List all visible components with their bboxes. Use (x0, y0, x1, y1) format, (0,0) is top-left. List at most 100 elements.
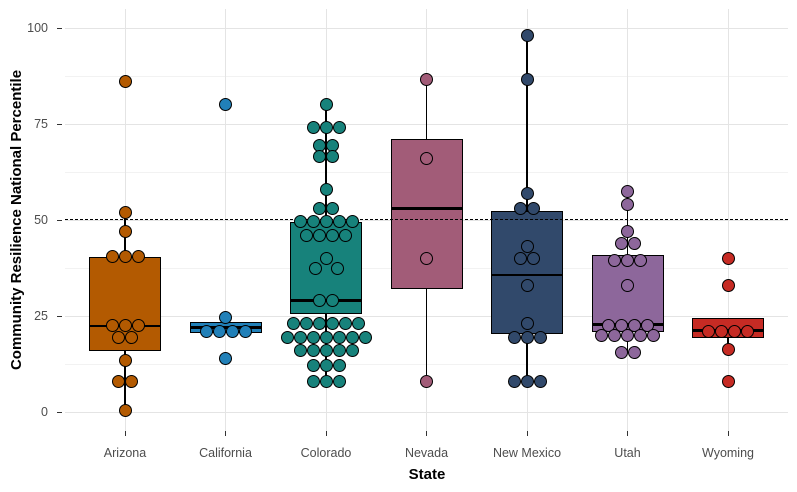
data-point-utah (647, 329, 660, 343)
x-tick-mark-nevada (426, 431, 427, 436)
data-point-colorado (319, 215, 333, 229)
data-point-new-mexico (520, 278, 534, 292)
data-point-utah (621, 329, 634, 343)
x-tick-label-new-mexico: New Mexico (492, 446, 562, 460)
x-tick-mark-new-mexico (526, 431, 528, 436)
y-tick-mark (57, 27, 62, 29)
data-point-new-mexico (520, 330, 534, 344)
data-point-utah (634, 329, 647, 343)
data-point-colorado (345, 215, 359, 229)
y-tick-mark (57, 315, 62, 317)
data-point-california (219, 351, 232, 365)
data-point-colorado (345, 344, 359, 358)
median-line-nevada (390, 207, 463, 210)
data-point-colorado (326, 201, 339, 215)
data-point-colorado (319, 359, 333, 373)
data-point-colorado (293, 330, 307, 344)
data-point-colorado (319, 98, 333, 112)
data-point-wyoming (702, 324, 715, 338)
data-point-new-mexico (533, 330, 547, 344)
data-point-colorado (319, 344, 333, 358)
x-axis-title: State (408, 466, 446, 483)
y-tick-label: 0 (41, 405, 48, 419)
data-point-utah (595, 329, 608, 343)
data-point-nevada (420, 152, 433, 166)
data-point-arizona (105, 319, 119, 333)
data-point-colorado (306, 359, 320, 373)
data-point-arizona (112, 374, 125, 388)
data-point-utah (627, 236, 641, 250)
data-point-arizona (118, 249, 132, 263)
reference-line-50 (65, 219, 788, 220)
y-tick-label: 75 (34, 117, 48, 131)
data-point-colorado (332, 330, 346, 344)
data-point-colorado (330, 261, 344, 275)
data-point-colorado (326, 150, 339, 164)
data-point-colorado (326, 294, 339, 308)
data-point-utah (608, 329, 621, 343)
data-point-colorado (306, 344, 320, 358)
data-point-california (219, 98, 232, 112)
data-point-colorado (332, 215, 346, 229)
data-point-colorado (345, 330, 359, 344)
whisker-upper-nevada (425, 79, 428, 140)
data-point-utah (627, 345, 641, 359)
data-point-arizona (118, 403, 132, 417)
data-point-colorado (293, 344, 307, 358)
data-point-colorado (319, 121, 333, 135)
data-point-colorado (339, 228, 352, 242)
data-point-wyoming (715, 324, 728, 338)
data-point-colorado (332, 359, 346, 373)
data-point-california (238, 324, 252, 338)
whisker-lower-nevada (425, 289, 428, 382)
x-tick-label-arizona: Arizona (103, 446, 147, 460)
data-point-utah (608, 253, 621, 267)
data-point-colorado (313, 150, 326, 164)
data-point-colorado (332, 344, 346, 358)
data-point-new-mexico (527, 201, 540, 215)
x-tick-label-colorado: Colorado (300, 446, 352, 460)
data-point-utah (634, 253, 647, 267)
data-point-colorado (313, 201, 326, 215)
y-tick-label: 50 (34, 213, 48, 227)
data-point-colorado (319, 251, 333, 265)
data-point-colorado (319, 374, 333, 388)
y-tick-mark (57, 123, 62, 125)
data-point-colorado (306, 330, 320, 344)
data-point-new-mexico (514, 251, 527, 265)
data-point-arizona (112, 330, 125, 344)
x-tick-mark-arizona (124, 431, 126, 436)
y-tick-label: 25 (34, 309, 48, 323)
data-point-colorado (339, 317, 352, 331)
data-point-colorado (319, 330, 333, 344)
data-point-arizona (131, 249, 145, 263)
data-point-nevada (420, 73, 433, 87)
y-tick-label: 100 (27, 21, 48, 35)
data-point-utah (621, 225, 634, 239)
gridline-vertical-california (225, 9, 226, 431)
data-point-arizona (125, 374, 138, 388)
y-tick-mark (57, 411, 62, 413)
data-point-new-mexico (514, 201, 527, 215)
data-point-colorado (319, 182, 333, 196)
data-point-arizona (118, 353, 132, 367)
data-point-new-mexico (520, 374, 534, 388)
data-point-new-mexico (520, 240, 534, 254)
data-point-new-mexico (533, 374, 547, 388)
whisker-upper-new-mexico (526, 35, 528, 212)
data-point-arizona (125, 330, 138, 344)
data-point-arizona (118, 75, 132, 89)
data-point-arizona (131, 319, 145, 333)
data-point-colorado (306, 374, 320, 388)
data-point-nevada (420, 374, 433, 388)
data-point-california (199, 324, 213, 338)
data-point-colorado (332, 121, 346, 135)
data-point-colorado (313, 228, 326, 242)
data-point-colorado (313, 294, 326, 308)
data-point-colorado (352, 317, 365, 331)
data-point-utah (621, 184, 634, 198)
data-point-wyoming (721, 278, 735, 292)
data-point-colorado (358, 330, 372, 344)
whisker-lower-new-mexico (526, 334, 528, 382)
data-point-colorado (300, 228, 313, 242)
